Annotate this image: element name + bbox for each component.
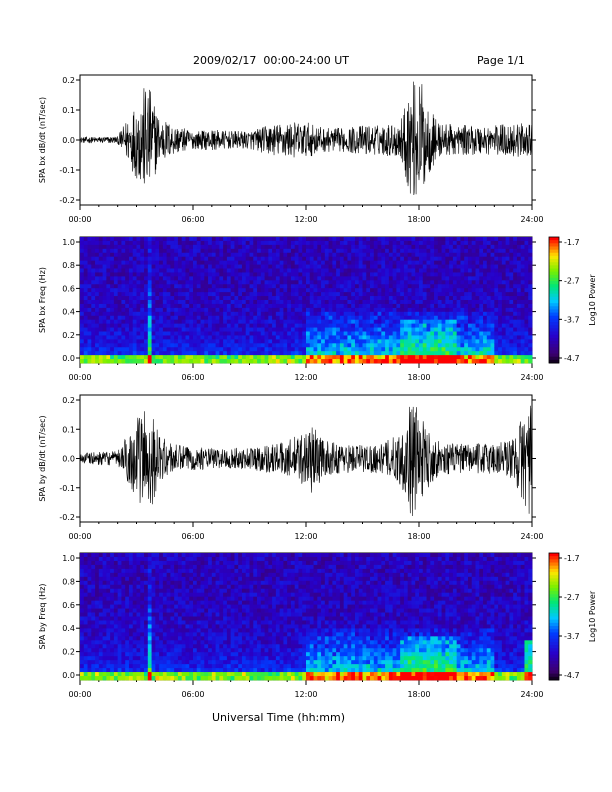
colorbar-tick-label: -4.7 xyxy=(564,354,580,363)
y-tick-label: 0.6 xyxy=(62,601,75,610)
y-tick-label: 0.1 xyxy=(62,425,75,434)
y-tick-label: -0.2 xyxy=(59,196,75,205)
x-tick-label: 12:00 xyxy=(294,532,317,541)
x-tick-label: 00:00 xyxy=(68,215,91,224)
colorbar-frame xyxy=(548,236,560,364)
x-tick-label: 12:00 xyxy=(294,215,317,224)
colorbar: -1.7 -2.7 -3.7 -4.7 Log10 Power xyxy=(548,552,597,681)
colorbar-tick-label: -4.7 xyxy=(564,671,580,680)
y-axis-label: SPA by Freq (Hz) xyxy=(38,584,47,650)
x-tick-label: 06:00 xyxy=(181,373,204,382)
colorbar-tick-label: -3.7 xyxy=(564,315,580,324)
y-tick-label: 0.0 xyxy=(62,671,75,680)
y-tick-label: 0.1 xyxy=(62,106,75,115)
x-tick-label: 12:00 xyxy=(294,373,317,382)
colorbar-label: Log10 Power xyxy=(588,274,597,326)
x-axis-title: Universal Time (hh:mm) xyxy=(212,711,345,724)
series-trace xyxy=(79,81,533,196)
panel-4: 00:00 06:00 12:00 18:00 24:00 1.0 0.8 0.6 0.4 0.2… xyxy=(38,552,597,699)
x-tick-label: 18:00 xyxy=(407,532,430,541)
y-tick-label: -0.1 xyxy=(59,484,75,493)
x-tick-label: 00:00 xyxy=(68,532,91,541)
colorbar-tick-label: -1.7 xyxy=(564,238,580,247)
x-tick-label: 18:00 xyxy=(407,373,430,382)
x-tick-label: 12:00 xyxy=(294,690,317,699)
plot-title: 2009/02/17 00:00-24:00 UT xyxy=(193,54,350,67)
colorbar-label: Log10 Power xyxy=(588,590,597,642)
colorbar-tick-label: -2.7 xyxy=(564,277,580,286)
y-tick-label: 0.4 xyxy=(62,308,75,317)
x-tick-label: 24:00 xyxy=(520,532,543,541)
y-tick-label: 1.0 xyxy=(62,238,75,247)
y-tick-label: 0.8 xyxy=(62,261,75,270)
y-tick-label: 0.2 xyxy=(62,648,75,657)
page-indicator: Page 1/1 xyxy=(477,54,525,67)
x-tick-label: 24:00 xyxy=(520,373,543,382)
x-tick-label: 06:00 xyxy=(181,532,204,541)
y-axis-label: SPA bx dB/dt (nT/sec) xyxy=(38,97,47,183)
panel-2: 00:00 06:00 12:00 18:00 24:00 1.0 0.8 0.6 0.4 0.2… xyxy=(38,236,597,382)
panel-3: 00:00 06:00 12:00 18:00 24:00 0.2 0.1 0.0 -0.1 -0… xyxy=(38,394,544,541)
x-tick-label: 18:00 xyxy=(407,215,430,224)
panel-1: 00:00 06:00 12:00 18:00 24:00 0.2 0.1 0.0 -0.1 -0… xyxy=(38,74,544,224)
x-tick-label: 24:00 xyxy=(520,215,543,224)
y-tick-label: 0.2 xyxy=(62,76,75,85)
y-axis-label: SPA bx Freq (Hz) xyxy=(38,267,47,333)
y-tick-label: 1.0 xyxy=(62,554,75,563)
y-tick-label: 0.4 xyxy=(62,624,75,633)
y-tick-label: 0.6 xyxy=(62,284,75,293)
x-tick-label: 00:00 xyxy=(68,690,91,699)
y-tick-label: 0.0 xyxy=(62,455,75,464)
y-tick-label: -0.1 xyxy=(59,166,75,175)
y-tick-label: 0.0 xyxy=(62,354,75,363)
y-tick-label: 0.2 xyxy=(62,331,75,340)
x-tick-label: 24:00 xyxy=(520,690,543,699)
x-tick-label: 18:00 xyxy=(407,690,430,699)
y-tick-label: 0.0 xyxy=(62,136,75,145)
x-tick-label: 06:00 xyxy=(181,690,204,699)
colorbar: -1.7 -2.7 -3.7 -4.7 Log10 Power xyxy=(548,236,597,364)
x-tick-label: 06:00 xyxy=(181,215,204,224)
colorbar-tick-label: -3.7 xyxy=(564,632,580,641)
heatmap-cells xyxy=(80,553,533,681)
colorbar-tick-label: -2.7 xyxy=(564,593,580,602)
y-tick-label: 0.2 xyxy=(62,396,75,405)
y-tick-label: 0.8 xyxy=(62,577,75,586)
y-axis-label: SPA by dB/dt (nT/sec) xyxy=(38,415,47,501)
x-tick-label: 00:00 xyxy=(68,373,91,382)
colorbar-tick-label: -1.7 xyxy=(564,554,580,563)
colorbar-frame xyxy=(548,552,560,681)
series-trace xyxy=(79,405,533,516)
heatmap-cells xyxy=(80,237,533,364)
y-tick-label: -0.2 xyxy=(59,513,75,522)
